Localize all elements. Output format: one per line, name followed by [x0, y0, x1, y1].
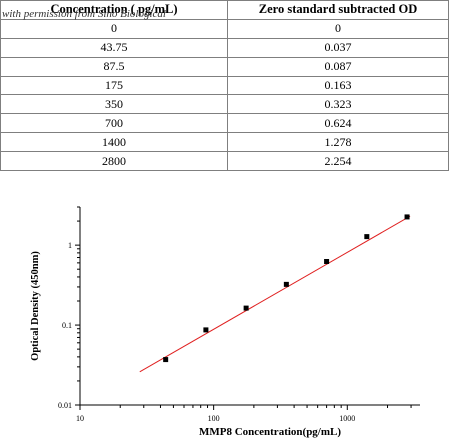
x-tick-label: 1000	[339, 414, 355, 423]
cell-od: 2.254	[227, 151, 449, 172]
cell-concentration: 87.5	[0, 56, 228, 77]
cell-od: 1.278	[227, 132, 449, 153]
x-tick-label: 10	[76, 414, 84, 423]
cell-concentration: 1400	[0, 132, 228, 153]
cell-concentration: 700	[0, 113, 228, 134]
y-axis-label: Optical Density (450nm)	[30, 251, 41, 361]
cell-od: 0.037	[227, 37, 449, 58]
data-points	[163, 214, 410, 363]
standard-table-container: Concentration ( pg/mL) Zero standard sub…	[0, 0, 449, 172]
watermark-text: with permission from Sino Biological	[2, 8, 166, 20]
data-point	[364, 234, 370, 240]
data-point	[404, 214, 410, 220]
data-point	[203, 327, 209, 333]
table-row: 700 0.624	[0, 113, 449, 134]
table-row: 87.5 0.087	[0, 56, 449, 77]
data-point	[324, 259, 330, 265]
standard-table: Concentration ( pg/mL) Zero standard sub…	[0, 0, 449, 172]
table-row: 175 0.163	[0, 75, 449, 96]
cell-concentration: 2800	[0, 151, 228, 172]
cell-concentration: 350	[0, 94, 228, 115]
table-row: 2800 2.254	[0, 151, 449, 172]
standard-curve-chart: 10 100 1000 0.01 0.1 1 Optical Density (450nm…	[30, 206, 420, 438]
cell-od: 0.323	[227, 94, 449, 115]
cell-concentration: 43.75	[0, 37, 228, 58]
fit-line	[139, 215, 411, 373]
chart-axes	[79, 207, 420, 406]
table-row: 43.75 0.037	[0, 37, 449, 58]
column-header-od: Zero standard subtracted OD	[227, 0, 449, 20]
cell-od: 0.163	[227, 75, 449, 96]
x-tick-label: 100	[208, 414, 220, 423]
cell-od: 0	[227, 18, 449, 39]
cell-od: 0.624	[227, 113, 449, 134]
y-tick-label: 0.01	[58, 401, 72, 410]
cell-concentration: 175	[0, 75, 228, 96]
chart-ticks: 10 100 1000 0.01 0.1 1	[58, 206, 412, 423]
data-point	[243, 305, 249, 311]
y-tick-label: 1	[68, 241, 72, 250]
cell-concentration: 0	[0, 18, 228, 39]
cell-od: 0.087	[227, 56, 449, 77]
x-axis-label: MMP8 Concentration(pg/mL)	[199, 426, 341, 438]
y-tick-label: 0.1	[62, 321, 72, 330]
data-point	[163, 357, 169, 363]
table-row: 350 0.323	[0, 94, 449, 115]
data-point	[283, 281, 289, 287]
table-row: 1400 1.278	[0, 132, 449, 153]
